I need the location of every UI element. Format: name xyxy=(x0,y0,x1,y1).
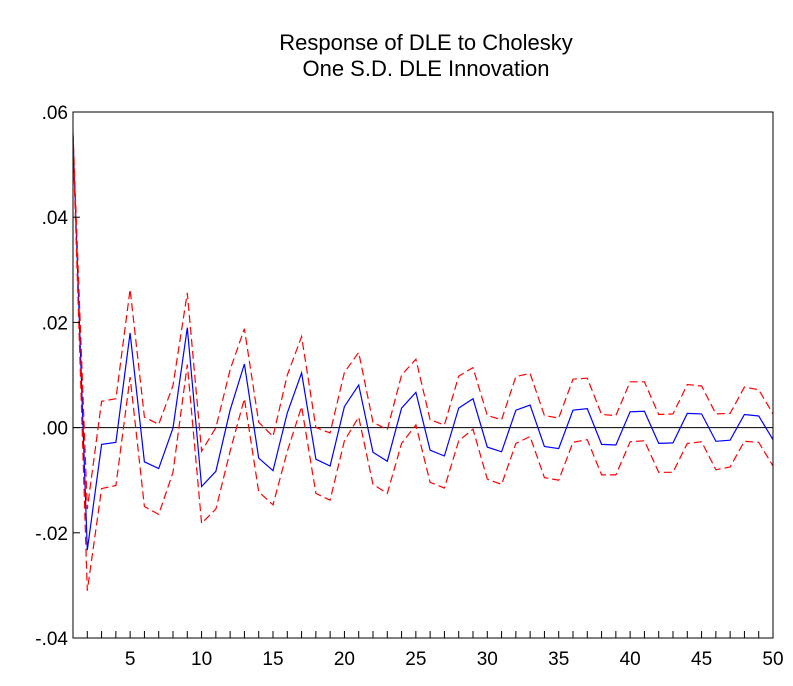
x-tick-label: 20 xyxy=(334,649,355,670)
y-tick-label: .06 xyxy=(42,103,68,124)
series-layer xyxy=(72,132,774,591)
y-tick-label: .00 xyxy=(42,419,68,440)
series-line-lower-band xyxy=(72,140,774,591)
x-tick-label: 40 xyxy=(620,649,641,670)
y-tick-label: .04 xyxy=(42,208,69,229)
x-tick-label: 5 xyxy=(125,649,136,670)
chart-title-line-1: Response of DLE to Cholesky xyxy=(279,30,573,55)
series-line-upper-band xyxy=(72,132,774,510)
axis-ticks: 5 10 15 20 25 30 35 40 45 50 -.04 -.02 .00 .02 .04 .06 xyxy=(35,103,783,670)
chart-title-line-2: One S.D. DLE Innovation xyxy=(302,56,549,81)
x-tick-label: 30 xyxy=(477,649,498,670)
y-tick-label: -.04 xyxy=(35,629,68,650)
chart-title: Response of DLE to Cholesky One S.D. DLE… xyxy=(279,30,573,81)
x-tick-label: 15 xyxy=(262,649,283,670)
x-tick-label: 10 xyxy=(191,649,212,670)
x-tick-label: 50 xyxy=(762,649,783,670)
y-tick-label: -.02 xyxy=(35,524,68,545)
x-tick-label: 25 xyxy=(405,649,426,670)
x-tick-label: 45 xyxy=(691,649,712,670)
y-tick-label: .02 xyxy=(42,313,68,334)
x-tick-label: 35 xyxy=(548,649,569,670)
series-line-response xyxy=(72,136,774,551)
plot-frame xyxy=(72,111,774,639)
